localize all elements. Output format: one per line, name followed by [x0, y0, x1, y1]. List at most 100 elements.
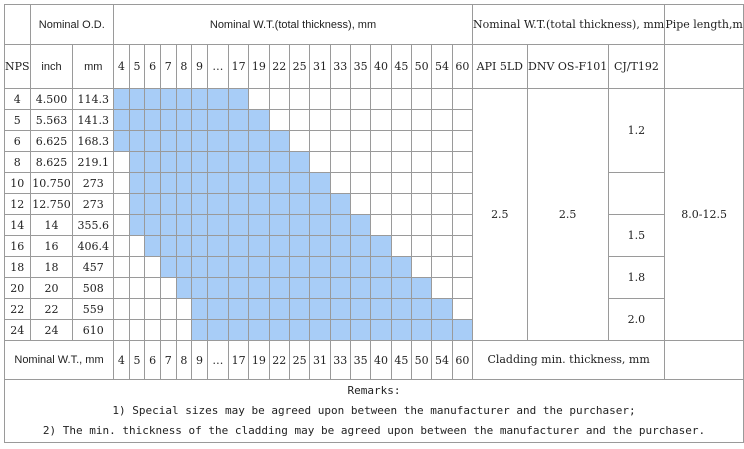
thickness-cell — [248, 88, 270, 110]
thickness-cell — [113, 298, 130, 320]
thickness-col-footer: 17 — [227, 340, 250, 380]
mm-cell: 457 — [72, 256, 114, 278]
table-row: 4 4.500 114.3 2.5 2.5 1.2 8.0-12.5 — [4, 88, 744, 341]
thickness-cell — [451, 319, 474, 341]
thickness-cell — [349, 298, 372, 320]
thickness-cell — [144, 151, 161, 173]
remarks-title: Remarks: — [347, 384, 401, 397]
thickness-cell — [268, 298, 290, 320]
thickness-col-header: 9 — [191, 44, 208, 89]
inch-cell: 5.563 — [29, 109, 74, 131]
thickness-cell — [144, 88, 161, 110]
thickness-cell — [113, 109, 130, 131]
thickness-cell — [128, 214, 146, 236]
thickness-cell — [410, 172, 433, 194]
thickness-col-header: 17 — [227, 44, 250, 89]
remarks-row: Remarks: 1) Special sizes may be agreed … — [4, 379, 744, 443]
nps-cell: 12 — [4, 193, 31, 215]
thickness-col-footer: 40 — [370, 340, 392, 380]
header-row-2: NPS inch mm 4 5 6 7 8 9… 17 19 22 25 31 33 35 40 45 50 5… — [4, 44, 744, 89]
thickness-cell — [206, 298, 229, 320]
nps-cell: 5 — [4, 109, 31, 131]
mm-cell: 168.3 — [72, 130, 114, 152]
thickness-cell — [431, 151, 453, 173]
thickness-cell — [191, 298, 208, 320]
thickness-cell — [191, 235, 208, 257]
thickness-cell — [370, 88, 392, 110]
thickness-col-header: 50 — [410, 44, 433, 89]
thickness-cell — [206, 88, 229, 110]
thickness-col-header: 8 — [175, 44, 193, 89]
thickness-cell — [191, 130, 208, 152]
thickness-cell — [227, 193, 250, 215]
thickness-cell — [288, 130, 311, 152]
thickness-cell — [175, 151, 193, 173]
thickness-cell — [390, 298, 413, 320]
thickness-cell — [268, 88, 290, 110]
nps-cell: 4 — [4, 88, 31, 110]
thickness-cell — [349, 151, 372, 173]
thickness-cell — [370, 235, 392, 257]
thickness-cell — [113, 151, 130, 173]
thickness-cell — [329, 172, 351, 194]
thickness-cell — [191, 151, 208, 173]
thickness-cell — [248, 319, 270, 341]
thickness-col-header: 45 — [390, 44, 413, 89]
thickness-cell — [227, 109, 250, 131]
thickness-cell — [206, 151, 229, 173]
thickness-cell — [309, 214, 331, 236]
thickness-cell — [128, 298, 146, 320]
thickness-cell — [191, 172, 208, 194]
thickness-cell — [159, 298, 177, 320]
cjt-cladding-value: 1.2 — [607, 88, 666, 173]
thickness-cell — [113, 193, 130, 215]
thickness-cell — [206, 193, 229, 215]
cjt-header: CJ/T192 — [607, 44, 666, 89]
thickness-cell — [191, 88, 208, 110]
thickness-cell — [144, 277, 161, 299]
thickness-cell — [451, 88, 474, 110]
inch-cell: 8.625 — [29, 151, 74, 173]
thickness-cell — [370, 214, 392, 236]
thickness-cell — [309, 277, 331, 299]
thickness-cell — [370, 109, 392, 131]
thickness-cell — [329, 214, 351, 236]
thickness-cell — [431, 130, 453, 152]
inch-cell: 20 — [29, 277, 74, 299]
thickness-cell — [431, 319, 453, 341]
thickness-cell — [288, 214, 311, 236]
thickness-cell — [227, 256, 250, 278]
thickness-cell — [175, 214, 193, 236]
thickness-cell — [431, 172, 453, 194]
api-5ld-header: API 5LD — [472, 44, 528, 89]
thickness-cell — [370, 319, 392, 341]
thickness-col-footer: 22 — [268, 340, 290, 380]
thickness-cell — [390, 88, 413, 110]
thickness-cell — [410, 214, 433, 236]
pipe-length-blank — [664, 44, 744, 89]
thickness-cell — [309, 130, 331, 152]
nps-cell: 24 — [4, 319, 31, 341]
mm-cell: 406.4 — [72, 235, 114, 257]
thickness-cell — [128, 88, 146, 110]
thickness-col-header: 5 — [128, 44, 146, 89]
thickness-cell — [128, 235, 146, 257]
thickness-cell — [159, 214, 177, 236]
thickness-cell — [390, 130, 413, 152]
thickness-cell — [431, 256, 453, 278]
table-row: 24 24 610 — [4, 319, 744, 341]
thickness-cell — [451, 130, 474, 152]
inch-header: inch — [29, 44, 74, 89]
thickness-cell — [175, 130, 193, 152]
cjt-cladding-value: 2.0 — [607, 298, 666, 341]
thickness-cell — [227, 319, 250, 341]
thickness-cell — [349, 319, 372, 341]
table-row: 14 14 355.6 1.5 — [4, 214, 744, 257]
thickness-cell — [159, 277, 177, 299]
thickness-cell — [410, 235, 433, 257]
nps-cell: 22 — [4, 298, 31, 320]
thickness-col-header: 54 — [431, 44, 453, 89]
thickness-cell — [431, 277, 453, 299]
thickness-cell — [410, 109, 433, 131]
